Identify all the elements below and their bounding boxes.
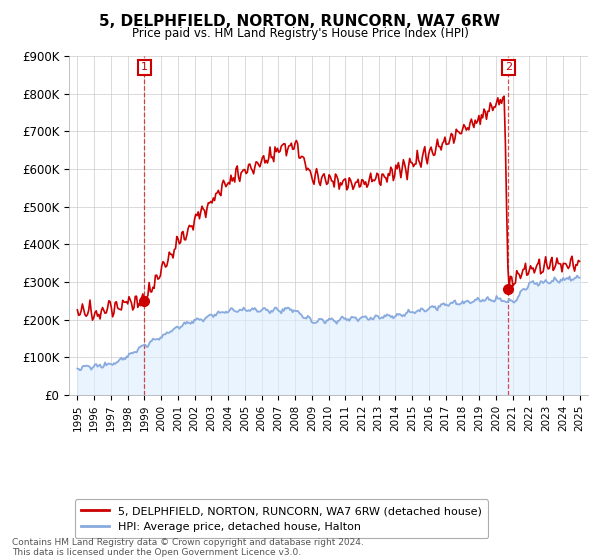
Legend: 5, DELPHFIELD, NORTON, RUNCORN, WA7 6RW (detached house), HPI: Average price, de: 5, DELPHFIELD, NORTON, RUNCORN, WA7 6RW … [74, 500, 488, 538]
Text: Contains HM Land Registry data © Crown copyright and database right 2024.
This d: Contains HM Land Registry data © Crown c… [12, 538, 364, 557]
Text: 2: 2 [505, 62, 512, 72]
Text: Price paid vs. HM Land Registry's House Price Index (HPI): Price paid vs. HM Land Registry's House … [131, 27, 469, 40]
Text: 5, DELPHFIELD, NORTON, RUNCORN, WA7 6RW: 5, DELPHFIELD, NORTON, RUNCORN, WA7 6RW [100, 14, 500, 29]
Text: 1: 1 [141, 62, 148, 72]
